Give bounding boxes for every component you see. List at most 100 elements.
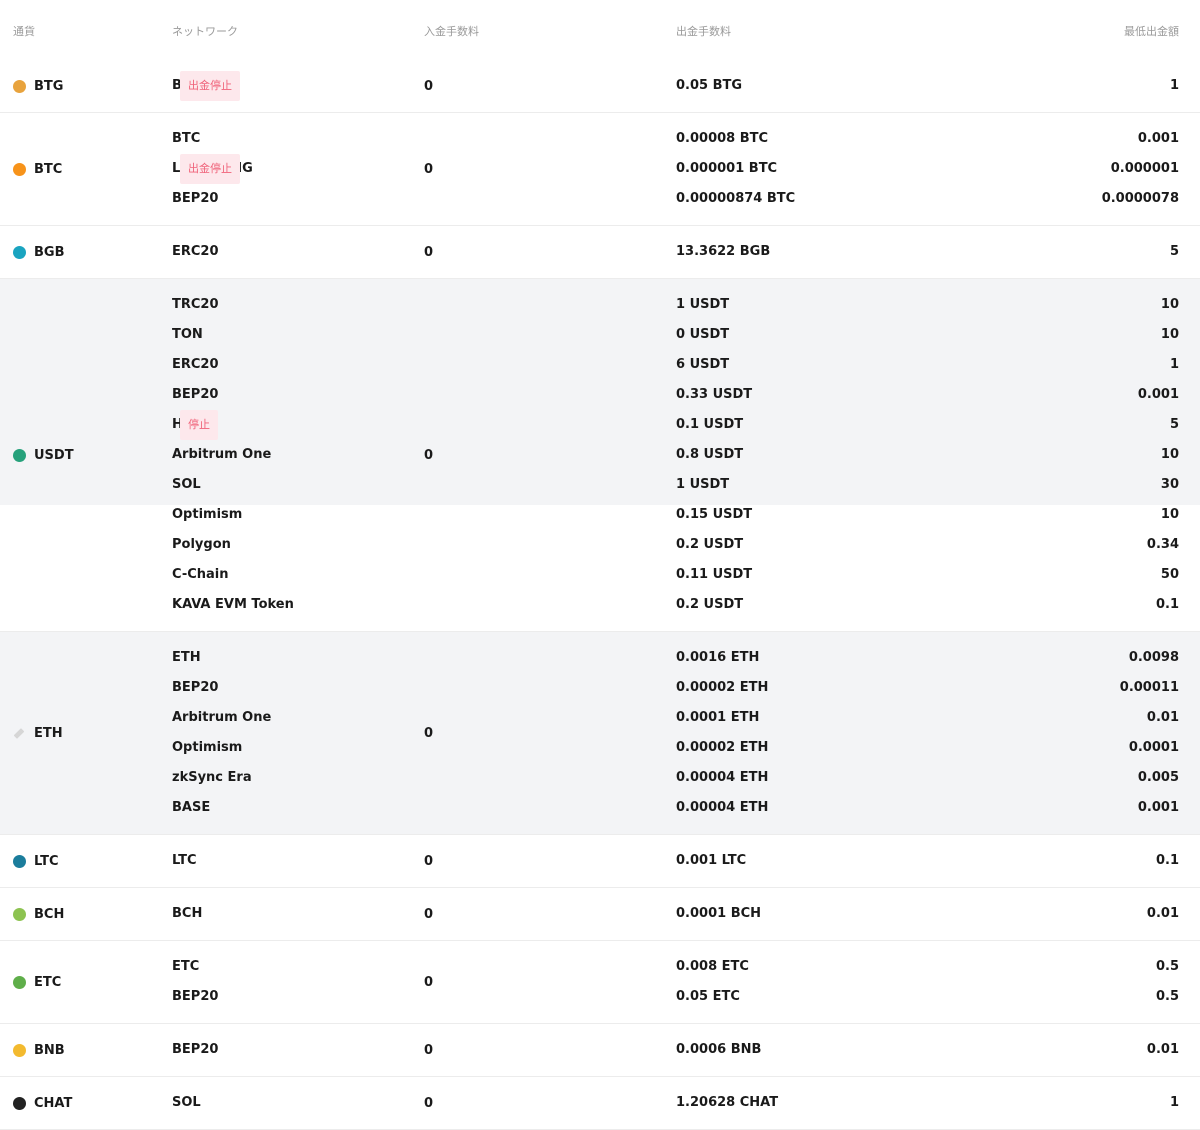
coin-icon [13, 448, 26, 462]
deposit-cell: 0 [424, 1024, 433, 1076]
deposit-fee: 0 [424, 1042, 434, 1058]
currency-cell: BNB [13, 1024, 65, 1076]
network-line: SOL 1.20628 CHAT 1 [0, 1088, 1200, 1118]
currency-name: BCH [34, 906, 65, 922]
withdraw-fee: 0 USDT [676, 327, 730, 342]
min-withdrawal: 0.0000078 [1101, 191, 1179, 206]
deposit-cell: 0 [424, 632, 433, 834]
network-line: Arbitrum One 0.8 USDT 10 [0, 440, 1200, 470]
network-line: BASE 0.00004 ETH 0.001 [0, 793, 1200, 823]
network-line: ERC20 13.3622 BGB 5 [0, 237, 1200, 267]
header-cell: 入金手数料 [424, 25, 479, 38]
network-name: LTC [172, 853, 197, 868]
network-line: KAVA EVM Token 0.2 USDT 0.1 [0, 590, 1200, 620]
min-withdrawal: 0.1 [1155, 853, 1179, 868]
withdraw-fee: 0.00002 ETH [676, 680, 769, 695]
network-name: C-Chain [172, 567, 229, 582]
network-name: Arbitrum One [172, 710, 272, 725]
min-withdrawal: 0.00011 [1119, 680, 1179, 695]
currency-cell: BTG [13, 60, 63, 112]
network-line: BEP20 0.0006 BNB 0.01 [0, 1035, 1200, 1065]
deposit-fee: 0 [424, 974, 434, 990]
network-line: BEP20 0.00002 ETH 0.00011 [0, 673, 1200, 703]
network-name: ETH [172, 650, 201, 665]
withdraw-fee: 0.00004 ETH [676, 800, 769, 815]
network-name: ETC [172, 959, 200, 974]
status-badge: 出金停止 [180, 71, 240, 101]
min-withdrawal: 5 [1169, 417, 1179, 432]
min-withdrawal: 0.34 [1146, 537, 1179, 552]
currency-cell: BGB [13, 226, 65, 278]
network-name: BEP20 [172, 387, 219, 402]
network-line: ERC20 6 USDT 1 [0, 350, 1200, 380]
min-withdrawal: 10 [1160, 507, 1179, 522]
network-line: BTG 出金停止 0.05 BTG 1 [0, 71, 1200, 101]
network-name: TRC20 [172, 297, 219, 312]
network-list: SOL 1.20628 CHAT 1 [0, 1088, 1200, 1118]
currency-cell: LTC [13, 835, 59, 887]
deposit-cell: 0 [424, 60, 433, 112]
deposit-fee: 0 [424, 725, 434, 741]
network-list: BTG 出金停止 0.05 BTG 1 [0, 71, 1200, 101]
min-withdrawal: 0.5 [1155, 989, 1179, 1004]
network-line: BEP20 0.05 ETC 0.5 [0, 982, 1200, 1012]
withdraw-fee: 0.2 USDT [676, 537, 744, 552]
coin-icon [13, 79, 26, 93]
network-line: BTC 0.00008 BTC 0.001 [0, 124, 1200, 154]
withdraw-fee: 0.0001 ETH [676, 710, 760, 725]
currency-row: ETH 0 ETH 0.0016 ETH 0.0098 BEP20 0.00002 ETH 0… [0, 632, 1200, 835]
header-cell: ネットワーク [172, 25, 238, 38]
currency-name: ETC [34, 974, 62, 990]
currency-row: BGB 0 ERC20 13.3622 BGB 5 [0, 226, 1200, 279]
network-name: ERC20 [172, 357, 219, 372]
currency-row: ETC 0 ETC 0.008 ETC 0.5 BEP20 0.05 ETC 0.5 [0, 941, 1200, 1024]
withdraw-fee: 6 USDT [676, 357, 730, 372]
currency-cell: USDT [13, 279, 74, 631]
network-name: Arbitrum One [172, 447, 272, 462]
network-name: Polygon [172, 537, 231, 552]
deposit-fee: 0 [424, 161, 434, 177]
currency-cell: ETH [13, 632, 63, 834]
header-cell: 出金手数料 [676, 25, 731, 38]
network-line: C-Chain 0.11 USDT 50 [0, 560, 1200, 590]
deposit-fee: 0 [424, 244, 434, 260]
coin-icon [13, 162, 26, 176]
min-withdrawal: 0.5 [1155, 959, 1179, 974]
withdraw-fee: 0.0016 ETH [676, 650, 760, 665]
currency-name: USDT [34, 447, 74, 463]
withdraw-fee: 0.0006 BNB [676, 1042, 762, 1057]
deposit-cell: 0 [424, 888, 433, 940]
withdraw-fee: 0.11 USDT [676, 567, 753, 582]
min-withdrawal: 1 [1169, 1095, 1179, 1110]
currency-name: BTG [34, 78, 64, 94]
network-name: SOL [172, 1095, 201, 1110]
network-name: KAVA EVM Token [172, 597, 294, 612]
withdraw-fee: 0.008 ETC [676, 959, 749, 974]
min-withdrawal: 0.005 [1137, 770, 1179, 785]
network-line: BCH 0.0001 BCH 0.01 [0, 899, 1200, 929]
deposit-cell: 0 [424, 279, 433, 631]
currency-row: BTG 0BTG 出金停止 0.05 BTG 1 [0, 60, 1200, 113]
network-line: SOL 1 USDT 30 [0, 470, 1200, 500]
currency-name: BTC [34, 161, 63, 177]
network-name: BTC [172, 131, 201, 146]
withdraw-fee: 0.05 BTG [676, 78, 743, 93]
network-line: zkSync Era 0.00004 ETH 0.005 [0, 763, 1200, 793]
deposit-fee: 0 [424, 78, 434, 94]
network-line: TRC20 1 USDT 10 [0, 290, 1200, 320]
min-withdrawal: 0.1 [1155, 597, 1179, 612]
withdraw-fee: 0.1 USDT [676, 417, 744, 432]
currency-row: USDT 0 TRC20 1 USDT 10 TON 0 USDT 10 ERC20 6 USDT… [0, 279, 1200, 632]
network-list: BEP20 0.0006 BNB 0.01 [0, 1035, 1200, 1065]
currency-cell: CHAT [13, 1077, 72, 1129]
network-line: Polygon 0.2 USDT 0.34 [0, 530, 1200, 560]
table-header: 通貨 ネットワーク 入金手数料 出金手数料 最低出金額 [0, 0, 1200, 60]
header-cell: 通貨 [13, 25, 35, 38]
currency-cell: ETC [13, 941, 61, 1023]
network-name: BEP20 [172, 680, 219, 695]
coin-icon [13, 854, 26, 868]
withdraw-fee: 0.15 USDT [676, 507, 753, 522]
